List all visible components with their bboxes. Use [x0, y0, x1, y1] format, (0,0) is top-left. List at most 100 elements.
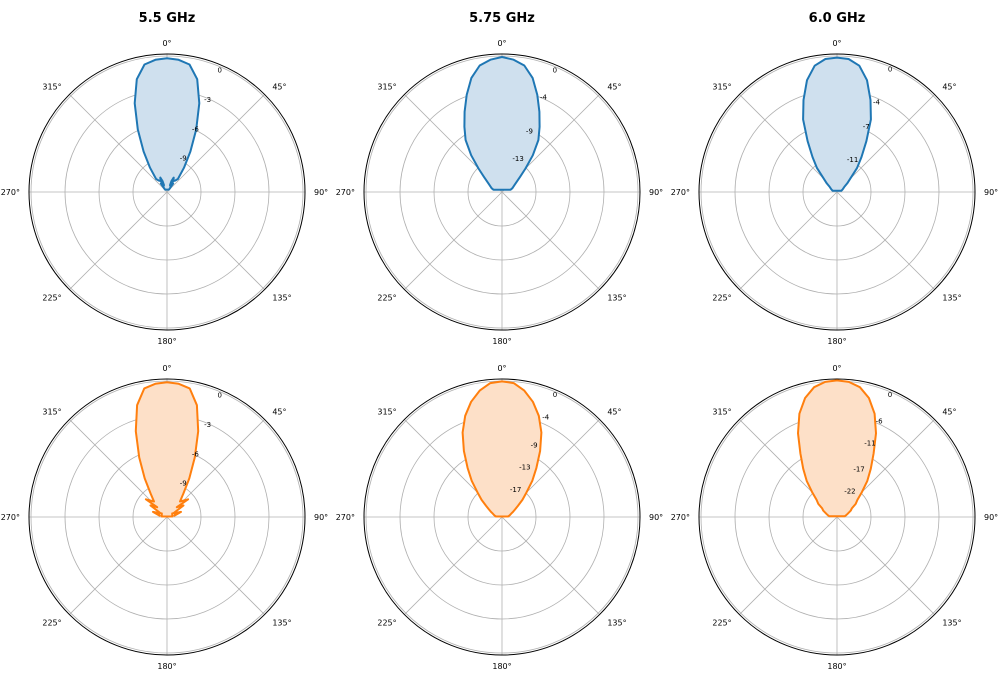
angle-label: 135°: [942, 293, 961, 302]
radial-tick-label: -4: [542, 413, 550, 421]
radial-tick-label: -3: [204, 96, 211, 104]
angle-label: 315°: [42, 83, 61, 92]
pattern-series-1: [797, 379, 877, 518]
polar-frame: [28, 378, 306, 656]
polar-chart-1: 0° 45° 90° 135° 180° 225° 270° 315° 0 -3 -6 -9 5.5 G…: [1, 11, 328, 346]
angle-label: 45°: [607, 408, 621, 417]
angle-label: 0°: [162, 39, 171, 48]
polar-frame: [28, 53, 306, 331]
grid-spoke: [69, 94, 168, 193]
radial-tick-label: -13: [519, 464, 530, 472]
angle-label: 45°: [942, 83, 956, 92]
angle-label: 45°: [607, 83, 621, 92]
angle-label: 225°: [377, 293, 396, 302]
radial-tick-label: -13: [512, 155, 523, 163]
radial-tick-label: 0: [218, 391, 222, 399]
polar-chart-2: 0° 45° 90° 135° 180° 225° 270° 315° 0 -4 -9 -13 5.75…: [336, 11, 663, 346]
grid-spoke: [739, 191, 838, 290]
angle-label: 225°: [42, 618, 61, 627]
radial-tick-label: 0: [218, 66, 222, 74]
grid-spoke: [69, 191, 168, 290]
polar-frame: [698, 378, 976, 656]
grid-spoke: [739, 516, 838, 615]
radial-tick-label: -6: [192, 125, 200, 133]
radial-tick-label: -17: [510, 486, 521, 494]
polar-frame: [698, 53, 976, 331]
angle-label: 270°: [336, 188, 355, 197]
angle-label: 45°: [272, 408, 286, 417]
angle-label: 0°: [497, 364, 506, 373]
angle-label: 90°: [314, 513, 328, 522]
angle-label: 315°: [377, 408, 396, 417]
radial-tick-label: -22: [844, 488, 855, 496]
angle-label: 315°: [712, 83, 731, 92]
angle-label: 270°: [336, 513, 355, 522]
grid-spoke: [404, 516, 503, 615]
radial-tick-label: -17: [853, 466, 864, 474]
angle-label: 0°: [497, 39, 506, 48]
angle-label: 225°: [712, 293, 731, 302]
angle-label: 270°: [1, 188, 20, 197]
angle-label: 180°: [492, 662, 511, 671]
grid-spoke: [836, 191, 935, 290]
polar-frame: [363, 53, 641, 331]
radial-tick-label: -9: [531, 441, 538, 449]
pattern-series-1: [133, 57, 201, 191]
angle-label: 315°: [42, 408, 61, 417]
radial-tick-label: -9: [180, 480, 187, 488]
angle-label: 0°: [162, 364, 171, 373]
angle-label: 225°: [377, 618, 396, 627]
angle-label: 180°: [492, 337, 511, 346]
angle-label: 90°: [984, 513, 998, 522]
radial-tick-label: 0: [553, 391, 557, 399]
angle-label: 270°: [671, 188, 690, 197]
angle-label: 90°: [649, 513, 663, 522]
angle-label: 90°: [314, 188, 328, 197]
pattern-series-1: [802, 56, 872, 192]
grid-spoke: [501, 191, 600, 290]
grid-spoke: [501, 516, 600, 615]
radial-tick-label: -6: [192, 450, 200, 458]
radial-tick-label: -11: [864, 439, 875, 447]
angle-label: 225°: [712, 618, 731, 627]
angle-label: 180°: [157, 337, 176, 346]
grid-spoke: [166, 516, 265, 615]
angle-label: 270°: [671, 513, 690, 522]
pattern-series-1: [134, 381, 200, 518]
radial-tick-label: 0: [888, 66, 892, 74]
angle-label: 180°: [157, 662, 176, 671]
angle-label: 135°: [942, 618, 961, 627]
chart-title: 5.5 GHz: [139, 11, 196, 26]
angle-label: 135°: [272, 293, 291, 302]
angle-label: 315°: [377, 83, 396, 92]
radial-tick-label: -11: [847, 156, 858, 164]
angle-label: 135°: [272, 618, 291, 627]
chart-title: 5.75 GHz: [469, 11, 535, 26]
angle-label: 45°: [272, 83, 286, 92]
radial-tick-label: -4: [540, 94, 548, 102]
radial-tick-label: 0: [553, 66, 557, 74]
grid-spoke: [166, 94, 265, 193]
radial-tick-label: -9: [180, 155, 187, 163]
angle-label: 135°: [607, 618, 626, 627]
polar-chart-6: 0° 45° 90° 135° 180° 225° 270° 315° 0 -6 -11 -17 -22: [671, 364, 998, 671]
angle-label: 45°: [942, 408, 956, 417]
angle-label: 135°: [607, 293, 626, 302]
angle-label: 90°: [649, 188, 663, 197]
radial-tick-label: 0: [888, 391, 892, 399]
angle-label: 180°: [827, 337, 846, 346]
angle-label: 270°: [1, 513, 20, 522]
chart-title: 6.0 GHz: [809, 11, 866, 26]
radial-tick-label: -3: [204, 421, 211, 429]
grid-spoke: [166, 191, 265, 290]
radial-tick-label: -4: [873, 99, 881, 107]
polar-chart-4: 0° 45° 90° 135° 180° 225° 270° 315° 0 -3 -6 -9: [1, 364, 328, 671]
polar-chart-3: 0° 45° 90° 135° 180° 225° 270° 315° 0 -4 -7 -11 6.0 …: [671, 11, 998, 346]
angle-label: 0°: [832, 364, 841, 373]
angle-label: 90°: [984, 188, 998, 197]
angle-label: 0°: [832, 39, 841, 48]
radial-tick-label: -7: [863, 123, 870, 131]
grid-spoke: [836, 516, 935, 615]
pattern-series-1: [463, 56, 541, 191]
